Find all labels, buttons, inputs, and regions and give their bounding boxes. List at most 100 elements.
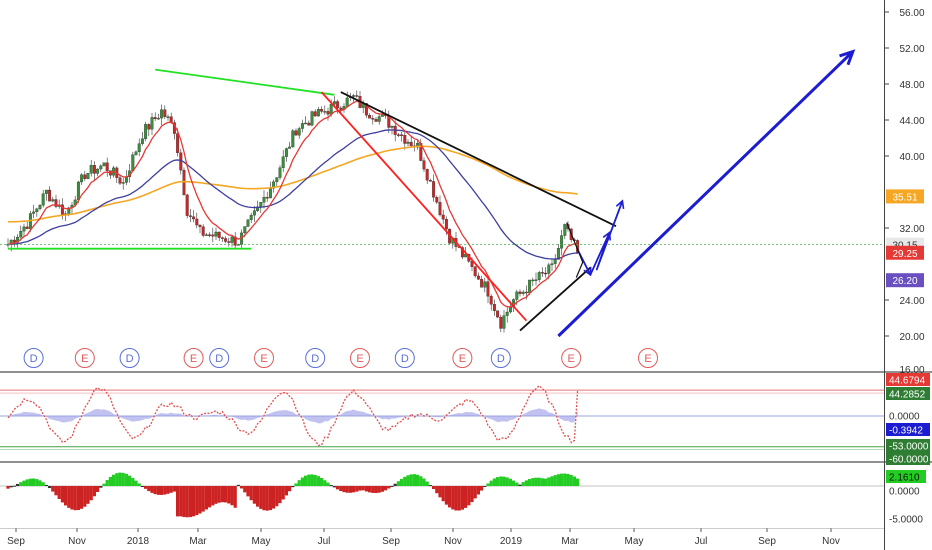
down-trend-line[interactable] <box>320 91 528 322</box>
mom-bar <box>464 486 468 508</box>
mom-bar <box>547 477 551 486</box>
earnings-marker[interactable]: E <box>183 348 204 368</box>
earnings-marker[interactable]: E <box>561 348 582 368</box>
candle <box>326 111 330 115</box>
mom-value-label[interactable]: 2.1610 <box>886 470 926 484</box>
mom-bar <box>518 484 522 486</box>
wave-path[interactable] <box>576 200 624 276</box>
mom-bar <box>480 486 484 491</box>
price-tick-label: 48.00 <box>899 80 924 91</box>
mom-bar <box>9 486 13 488</box>
earnings-marker[interactable]: E <box>350 348 370 368</box>
mom-bar <box>224 486 228 503</box>
event-circle <box>638 348 658 368</box>
mom-bar <box>147 486 151 492</box>
earnings-marker[interactable]: E <box>452 348 473 368</box>
osc-label-text: 0.0000 <box>889 412 920 423</box>
mom-bar <box>227 486 231 504</box>
mom-bar <box>528 478 532 486</box>
mom-bar <box>553 475 557 486</box>
mom-bar <box>348 486 352 493</box>
mom-bar <box>505 477 509 486</box>
candle <box>297 128 301 136</box>
osc-value-label[interactable]: 0.0000 <box>886 409 930 423</box>
price-axis[interactable]: 56.00 52.00 48.00 44.00 40.00 32.00 24.00 20.00… <box>884 8 925 376</box>
upper-support-line[interactable] <box>155 68 335 96</box>
candle <box>476 275 480 280</box>
mom-bar <box>492 478 496 486</box>
dividend-marker[interactable]: D <box>305 348 326 368</box>
time-tick-label: May <box>625 536 644 547</box>
candle <box>268 188 272 199</box>
earnings-marker[interactable]: E <box>74 348 95 368</box>
mom-bar <box>502 476 506 486</box>
resistance-line[interactable] <box>340 91 617 228</box>
lower-channel-line[interactable] <box>519 266 592 332</box>
mom-bar <box>288 486 292 492</box>
candle <box>294 130 298 136</box>
candle <box>83 174 87 179</box>
mom-bar <box>176 486 180 517</box>
mom-bar <box>320 477 324 486</box>
mom-bar <box>540 478 544 486</box>
mom-bar <box>537 477 541 486</box>
osc-value-label[interactable]: -0.3942 <box>886 423 930 437</box>
candle <box>428 180 432 182</box>
candle <box>54 199 58 207</box>
flag-line[interactable] <box>566 222 584 278</box>
projection-arrow[interactable] <box>557 50 854 338</box>
candle <box>192 216 196 220</box>
candle <box>486 281 490 297</box>
oscillator-panel[interactable]: 44.6794 44.2852 0.0000 -0.3942 -53.0000 -60.0… <box>0 373 930 466</box>
osc-label-text: -53.0000 <box>889 442 929 453</box>
mom-bar <box>6 486 10 489</box>
mom-bar <box>332 486 336 488</box>
mom-bar <box>172 486 176 492</box>
dividend-marker[interactable]: D <box>209 348 230 368</box>
dividend-marker[interactable]: D <box>119 348 140 368</box>
momentum-panel[interactable]: 2.1610 0.0000 -5.0000 <box>0 470 926 526</box>
price-label[interactable]: 26.20 <box>886 273 924 288</box>
ema-fast-line <box>7 100 578 308</box>
candle <box>406 141 410 144</box>
price-label[interactable]: 29.25 <box>886 245 924 260</box>
dividend-marker[interactable]: D <box>394 348 415 368</box>
candle <box>499 316 503 329</box>
candle <box>198 224 202 227</box>
candle <box>41 193 45 206</box>
mom-bar <box>361 486 365 491</box>
candle <box>332 101 336 105</box>
earnings-marker[interactable]: E <box>254 348 274 368</box>
mom-bar <box>166 486 170 494</box>
osc-value-label[interactable]: -53.0000 <box>886 439 930 453</box>
mom-bar <box>268 486 272 511</box>
dividend-marker[interactable]: D <box>23 348 44 368</box>
earnings-marker[interactable]: E <box>638 348 658 368</box>
candle <box>262 197 266 203</box>
mom-bar <box>214 486 218 504</box>
osc-label-box <box>886 452 930 465</box>
mom-bar <box>246 486 250 497</box>
osc-value-label[interactable]: -60.0000 <box>886 452 930 466</box>
mom-bar <box>198 486 202 514</box>
candle <box>505 311 509 316</box>
mom-bar <box>249 486 253 501</box>
mom-bar <box>16 483 20 486</box>
osc-value-label[interactable]: 44.6794 <box>886 373 930 387</box>
mom-bar <box>284 486 288 496</box>
mom-bar <box>256 486 260 507</box>
mom-bar <box>563 473 567 486</box>
mom-value-label[interactable]: 0.0000 <box>886 484 926 498</box>
event-circle <box>23 348 44 368</box>
osc-value-label[interactable]: 44.2852 <box>886 387 930 401</box>
price-label[interactable]: 35.51 <box>886 189 924 204</box>
time-axis[interactable]: Sep Nov 2018 Mar May Jul Sep Nov 2019 Mar May Jul Se… <box>0 528 884 547</box>
candle <box>352 95 356 97</box>
candle <box>544 272 548 275</box>
mom-bar <box>80 486 84 509</box>
dividend-marker[interactable]: D <box>490 348 511 368</box>
mom-bar <box>160 486 164 495</box>
mom-bar <box>483 486 487 487</box>
